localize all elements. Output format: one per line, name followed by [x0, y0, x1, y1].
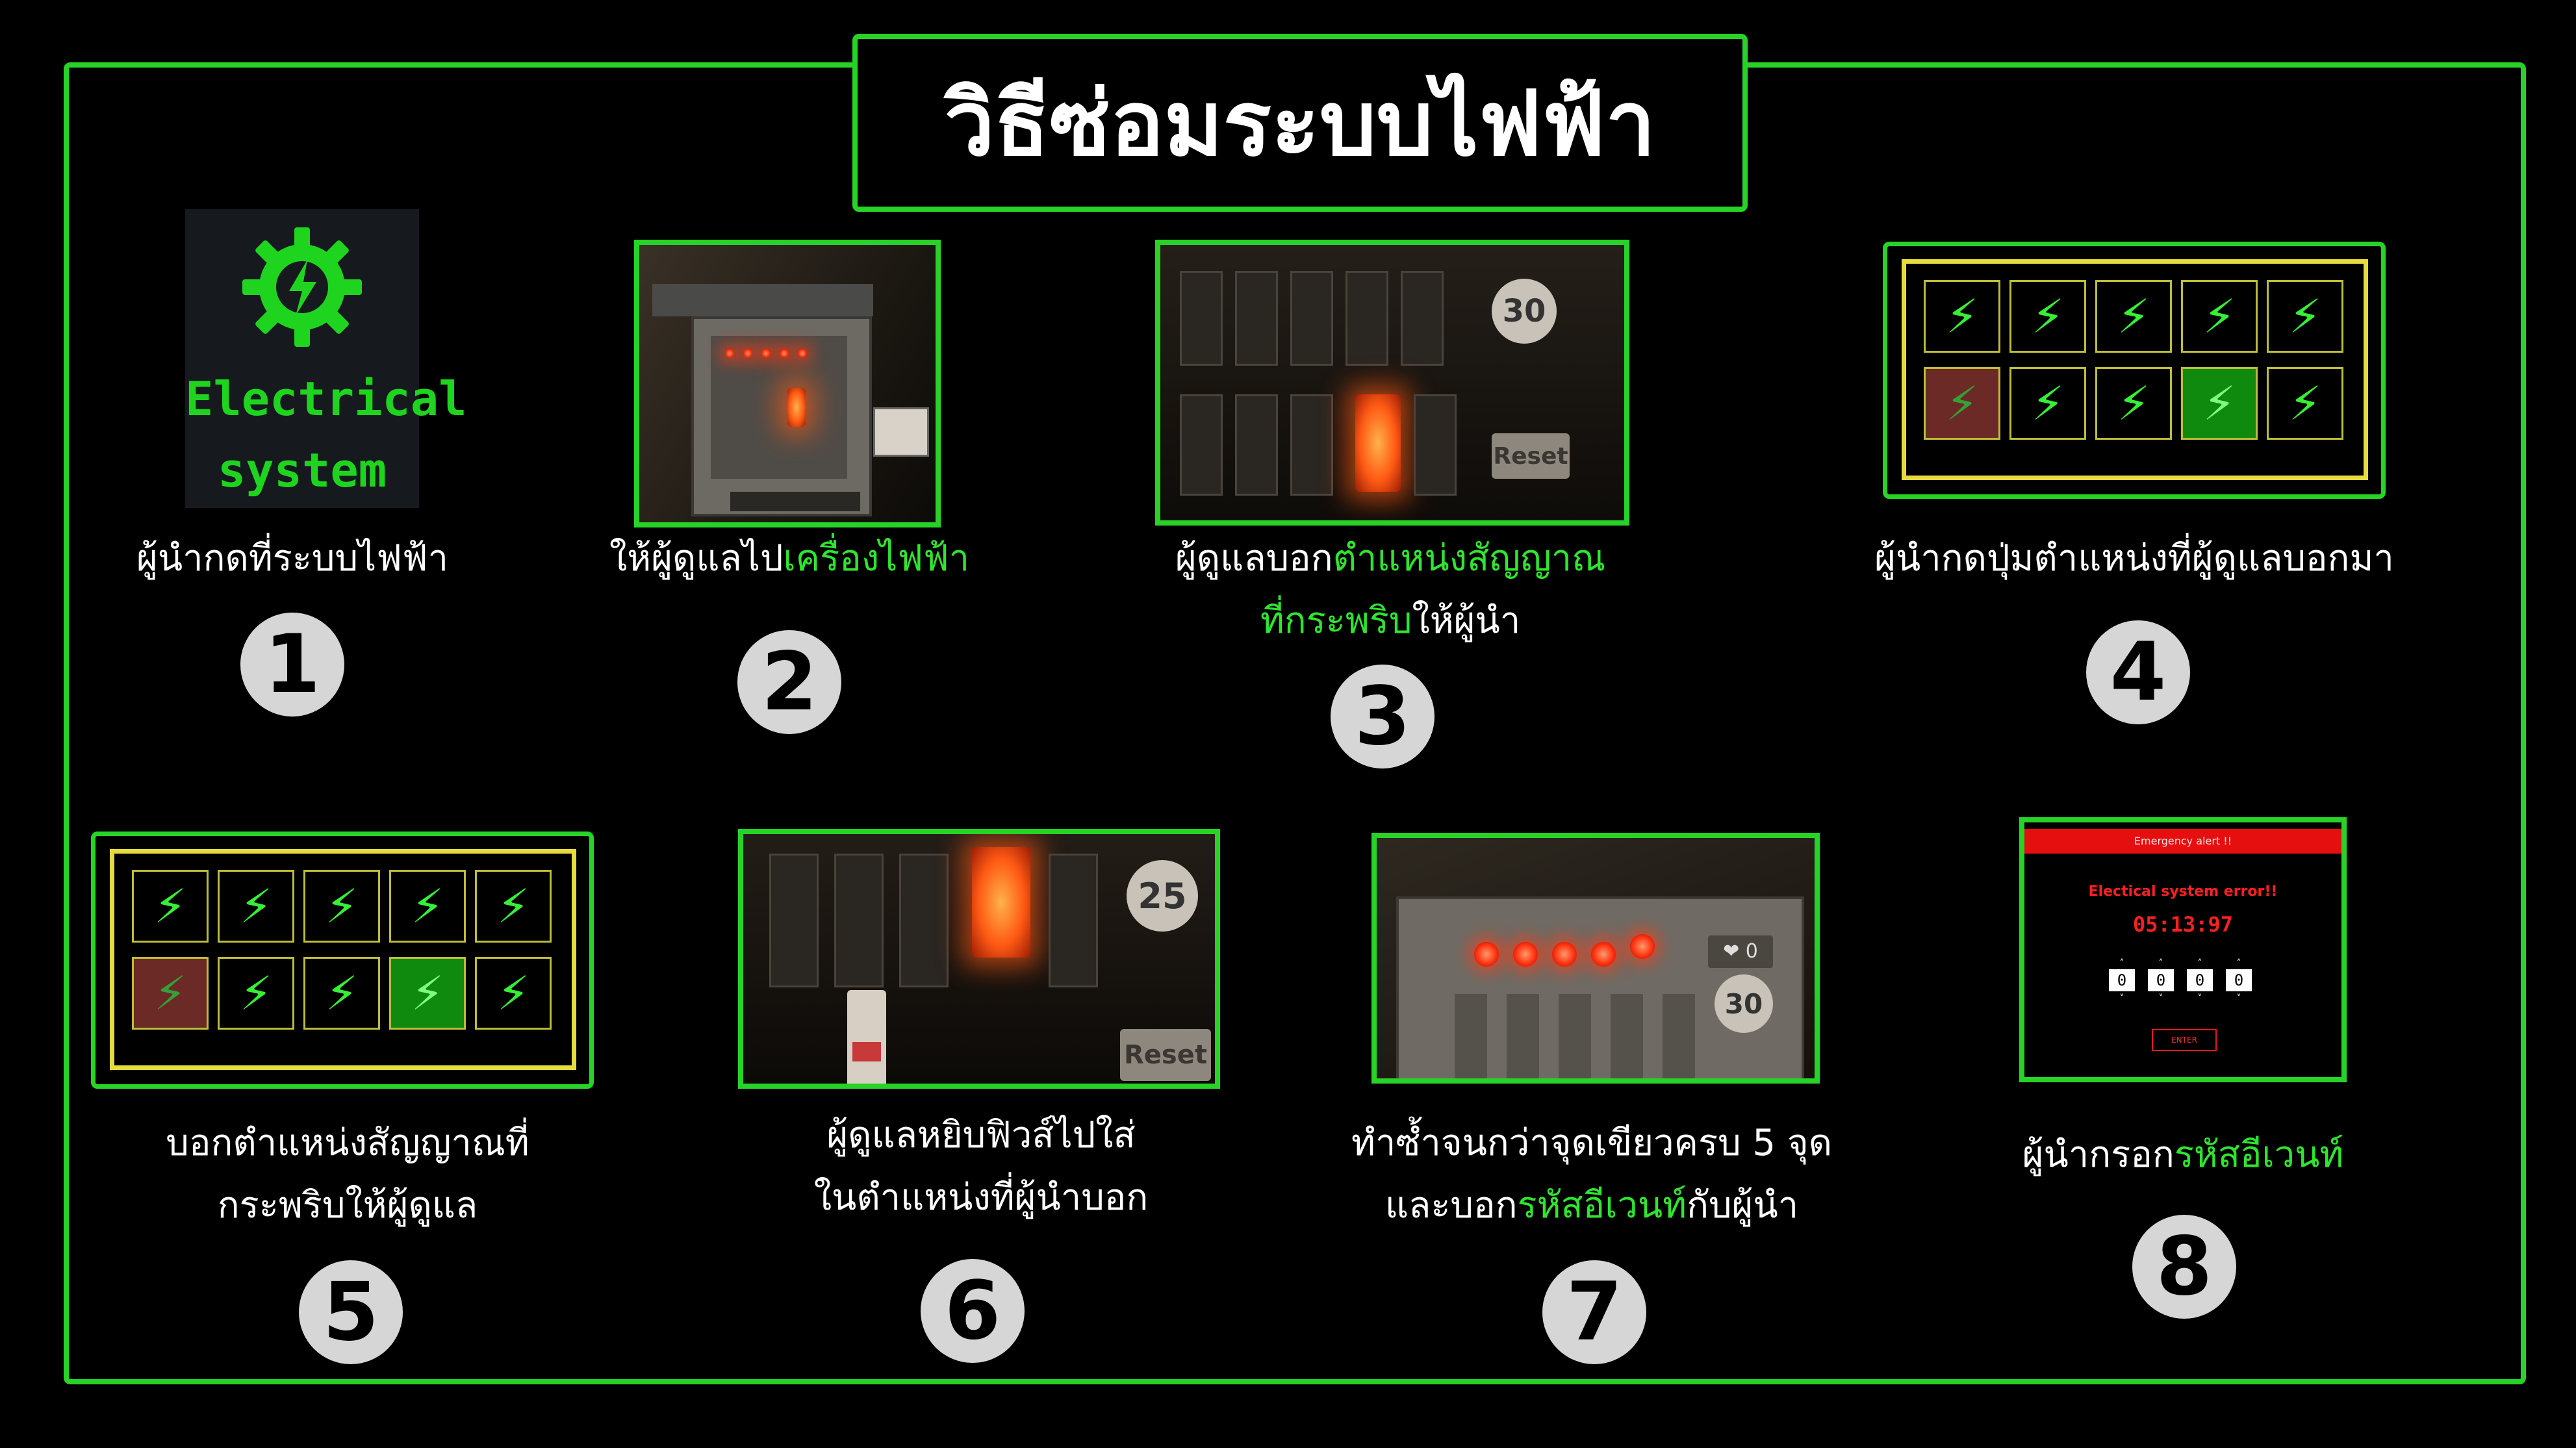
code-digit-2[interactable]: 0	[2148, 969, 2174, 991]
gear-lightning-icon	[242, 227, 362, 347]
grid-button[interactable]: ⚡	[2009, 367, 2086, 440]
grid-button-blinking[interactable]: ⚡	[132, 957, 209, 1030]
grid-button[interactable]: ⚡	[475, 957, 552, 1030]
code-digit-1[interactable]: 0	[2109, 969, 2135, 991]
page-title: วิธีซ่อมระบบไฟฟ้า	[944, 71, 1656, 176]
digit-up-arrow[interactable]: ˄	[2119, 958, 2124, 969]
grid-button[interactable]: ⚡	[2267, 367, 2343, 440]
step8-caption: ผู้นำกรอกรหัสอีเวนท์	[2022, 1134, 2344, 1176]
step5-number: 5	[299, 1260, 403, 1364]
grid-button[interactable]: ⚡	[389, 870, 466, 943]
step5-caption: บอกตำแหน่งสัญญาณที่ กระพริบให้ผู้ดูแล	[166, 1122, 529, 1226]
step6-reset-button: Reset	[1120, 1029, 1211, 1081]
step3-caption: ผู้ดูแลบอกตำแหน่งสัญญาณ ที่กระพริบให้ผู้…	[1175, 537, 1606, 642]
electrical-system-button[interactable]: Electrical system	[185, 209, 467, 508]
step4-caption: ผู้นำกดปุ่มตำแหน่งที่ผู้ดูแลบอกมา	[1874, 537, 2394, 579]
grid-button[interactable]: ⚡	[303, 870, 380, 943]
error-message: Electical system error!!	[2088, 883, 2278, 900]
system-label: system	[217, 443, 387, 498]
grid-button[interactable]: ⚡	[218, 870, 294, 943]
enter-button[interactable]: ENTER	[2152, 1029, 2217, 1051]
emergency-alert-screen: Emergency alert !! Electical system erro…	[2019, 817, 2347, 1082]
grid-button[interactable]: ⚡	[2181, 280, 2258, 353]
grid-button[interactable]: ⚡	[2095, 367, 2172, 440]
electrical-label: Electrical	[185, 372, 467, 426]
step7-heart-counter: ❤ 0	[1708, 935, 1773, 968]
grid-button-active[interactable]: ⚡	[2181, 367, 2258, 440]
digit-down-arrow[interactable]: ˅	[2158, 993, 2163, 1004]
step6-count-badge: 25	[1127, 860, 1198, 932]
step2-caption: ให้ผู้ดูแลไปเครื่องไฟฟ้า	[609, 537, 970, 579]
step3-number: 3	[1331, 665, 1435, 768]
title-box: วิธีซ่อมระบบไฟฟ้า	[852, 34, 1748, 212]
grid-button-blinking[interactable]: ⚡	[1924, 367, 2000, 440]
step8-number: 8	[2132, 1215, 2236, 1319]
grid-button[interactable]: ⚡	[2009, 280, 2086, 353]
digit-up-arrow[interactable]: ˄	[2158, 958, 2163, 969]
step6-fuse-insert-image: 25 Reset	[738, 829, 1220, 1089]
step1-number: 1	[240, 613, 344, 717]
step5-button-grid: ⚡ ⚡ ⚡ ⚡ ⚡ ⚡ ⚡ ⚡ ⚡ ⚡	[91, 832, 594, 1089]
step2-number: 2	[737, 630, 841, 734]
grid-button[interactable]: ⚡	[303, 957, 380, 1030]
step3-count-badge: 30	[1492, 279, 1557, 344]
step7-leds-image: ❤ 0 30	[1371, 833, 1820, 1084]
step6-caption: ผู้ดูแลหยิบฟิวส์ไปใส่ ในตำแหน่งที่ผู้นำบ…	[813, 1114, 1149, 1219]
step1-caption: ผู้นำกดที่ระบบไฟฟ้า	[136, 537, 448, 579]
step4-button-grid: ⚡ ⚡ ⚡ ⚡ ⚡ ⚡ ⚡ ⚡ ⚡ ⚡	[1883, 242, 2386, 499]
countdown-timer: 05:13:97	[2132, 912, 2234, 937]
step4-number: 4	[2086, 620, 2190, 724]
step2-machine-image	[634, 240, 941, 527]
step3-reset-button: Reset	[1492, 433, 1570, 479]
step6-number: 6	[921, 1259, 1025, 1363]
digit-up-arrow[interactable]: ˄	[2197, 958, 2202, 969]
step3-fuse-closeup-image: 30 Reset	[1155, 240, 1629, 526]
code-digit-3[interactable]: 0	[2187, 969, 2213, 991]
grid-button[interactable]: ⚡	[218, 957, 294, 1030]
grid-button[interactable]: ⚡	[2267, 280, 2343, 353]
digit-down-arrow[interactable]: ˅	[2197, 993, 2202, 1004]
digit-up-arrow[interactable]: ˄	[2236, 958, 2241, 969]
step7-count-badge: 30	[1715, 974, 1773, 1033]
grid-button[interactable]: ⚡	[132, 870, 209, 943]
grid-button[interactable]: ⚡	[2095, 280, 2172, 353]
digit-down-arrow[interactable]: ˅	[2236, 993, 2241, 1004]
grid-button[interactable]: ⚡	[475, 870, 552, 943]
grid-button[interactable]: ⚡	[1924, 280, 2000, 353]
step7-number: 7	[1542, 1260, 1646, 1364]
emergency-header: Emergency alert !!	[2024, 829, 2341, 854]
code-digit-4[interactable]: 0	[2226, 969, 2252, 991]
step7-caption: ทำซ้ำจนกว่าจุดเขียวครบ 5 จุด และบอกรหัสอ…	[1351, 1122, 1833, 1226]
digit-down-arrow[interactable]: ˅	[2119, 993, 2124, 1004]
grid-button-active[interactable]: ⚡	[389, 957, 466, 1030]
